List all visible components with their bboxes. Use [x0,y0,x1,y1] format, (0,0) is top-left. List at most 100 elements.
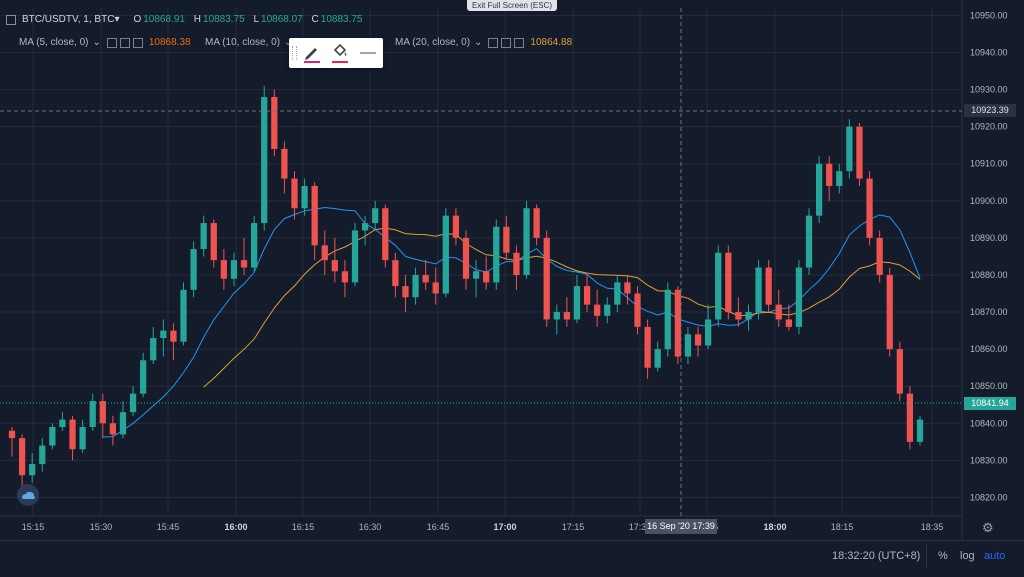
pencil-icon[interactable] [301,42,323,64]
candle [856,122,863,186]
collapse-icon[interactable] [6,14,16,25]
price-tick-label: 10830.00 [970,455,1008,465]
settings-icon[interactable] [119,37,130,48]
candle [725,245,732,320]
candle [240,237,248,275]
candle-body [856,126,863,179]
candle-body [59,419,66,428]
candle-body [573,286,581,320]
log-toggle[interactable]: log [960,550,975,562]
candle-body [99,401,106,424]
candle [735,297,742,327]
candle [866,171,873,246]
chart-grid [0,8,962,516]
candle [896,341,903,402]
percent-toggle[interactable]: % [938,550,948,562]
candle-body [422,274,429,283]
candle-body [351,230,359,283]
candle-body [382,208,389,261]
price-tick-label: 10930.00 [970,85,1008,95]
candle-body [684,334,692,357]
candle [775,289,782,327]
ma20-legend[interactable]: MA (20, close, 0) ⌄ 10864.88 [395,37,572,48]
candle [543,230,550,327]
candle-body [634,293,641,327]
ma5-legend[interactable]: MA (5, close, 0) ⌄ 10868.38 [19,37,191,48]
candle-body [886,274,893,350]
candle-body [392,260,399,287]
ma20-line [203,227,921,388]
chevron-down-icon[interactable]: ▾ [114,14,120,25]
candle-body [39,445,46,465]
candle [382,204,389,268]
last-price-label: 10841.94 [964,397,1016,410]
candle [583,274,591,313]
auto-toggle[interactable]: auto [984,550,1006,562]
ma20-value: 10864.88 [530,37,573,48]
candle-body [513,252,520,275]
candle-body [200,223,207,250]
candle-body [795,267,803,327]
candle-body [341,271,349,283]
ma10-legend[interactable]: MA (10, close, 0) ⌄ [205,37,292,48]
candle [422,260,429,290]
chevron-down-icon[interactable]: ⌄ [474,37,483,48]
price-tick-label: 10860.00 [970,344,1008,354]
time-tick-label: 16:30 [359,522,382,532]
candle [89,393,96,431]
candle [624,274,631,305]
exit-fullscreen-button[interactable]: Exit Full Screen (ESC) [467,0,557,11]
drag-handle[interactable] [292,46,297,60]
candle [39,438,46,472]
candle-body [755,267,762,313]
candle-body [331,260,338,272]
eye-icon[interactable] [488,37,499,48]
price-tick-label: 10950.00 [970,10,1008,20]
low-value: 10868.07 [261,14,303,25]
ma5-value: 10868.38 [148,37,191,48]
candle [785,304,792,331]
paint-bucket-icon[interactable] [329,42,351,64]
settings-icon[interactable] [501,37,512,48]
symbol-title[interactable]: BTC/USDTV, 1, BTC [22,14,115,25]
clock-timezone[interactable]: 18:32:20 (UTC+8) [832,550,921,562]
crosshair-price-label: 10923.39 [964,104,1016,117]
candle [503,215,510,261]
chevron-down-icon[interactable]: ⌄ [92,37,101,48]
candle [59,412,66,431]
candle-body [8,430,16,439]
chevron-down-icon[interactable]: ⌄ [284,37,292,48]
line-style-icon[interactable] [357,42,379,64]
candle [412,267,419,305]
candle [654,341,661,372]
candle-body [664,289,671,350]
candle-body [452,215,460,238]
candle [755,260,762,320]
price-tick-label: 10870.00 [970,307,1008,317]
ma5-label[interactable]: MA (5, close, 0) [19,37,89,48]
price-tick-label: 10840.00 [970,418,1008,428]
close-icon[interactable] [132,37,143,48]
bottom-toolbar: 18:32:20 (UTC+8) % log auto [0,540,1024,577]
cloud-logo-icon[interactable] [17,484,39,506]
ma10-label[interactable]: MA (10, close, 0) [205,37,281,48]
candle [160,319,167,357]
candle [210,219,217,268]
candle-body [412,274,419,298]
candle [311,182,318,261]
candle [220,249,227,290]
eye-icon[interactable] [106,37,117,48]
close-icon[interactable] [514,37,525,48]
open-label: O [133,14,142,25]
candle [594,289,601,327]
candle-body [129,393,137,413]
close-label: C [311,14,319,25]
gear-icon[interactable]: ⚙ [982,520,994,535]
candle-body [462,237,470,279]
candle-body [493,226,500,283]
candle [99,393,106,439]
ma20-label[interactable]: MA (20, close, 0) [395,37,471,48]
low-label: L [253,14,260,25]
candle [29,452,36,483]
